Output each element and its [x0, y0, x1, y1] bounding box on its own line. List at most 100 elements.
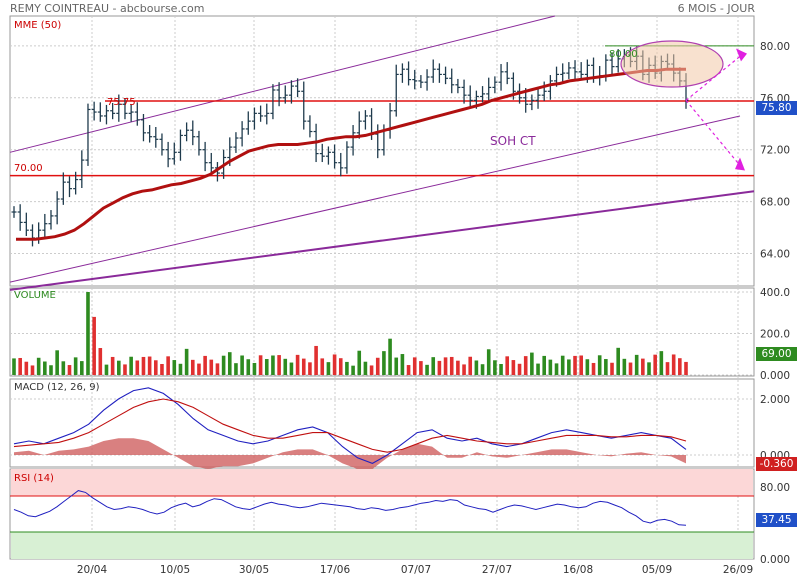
channel-lower — [9, 115, 741, 283]
volume-bar — [400, 354, 405, 375]
volume-bar — [530, 352, 534, 375]
volume-bar — [123, 364, 127, 375]
mme-label: MME (50) — [14, 20, 62, 31]
volume-bar — [548, 359, 553, 375]
volume-bar — [474, 360, 479, 375]
volume-bar — [419, 361, 423, 375]
volume-tick-label: 400.0 — [760, 287, 790, 299]
rsi-tick-label: 80.00 — [760, 482, 790, 494]
macd-histogram — [14, 438, 686, 469]
rsi-tag: 37.45 — [756, 513, 797, 527]
volume-bar — [345, 361, 349, 375]
volume-bar — [43, 361, 47, 375]
volume-bar — [443, 357, 448, 375]
volume-bar — [258, 355, 263, 375]
volume-bar — [653, 354, 657, 375]
mme50-line — [16, 67, 686, 241]
volume-bar — [351, 365, 355, 375]
volume-bar — [110, 356, 115, 375]
volume-bar — [234, 363, 238, 375]
volume-bar — [585, 359, 590, 375]
volume-bar — [332, 354, 337, 375]
volume-bar — [579, 355, 583, 375]
x-tick-label: 30/05 — [239, 564, 269, 576]
volume-bar — [641, 358, 645, 375]
volume-bar — [456, 360, 460, 375]
volume-bar — [684, 361, 688, 375]
volume-bar — [166, 356, 170, 375]
volume-bar — [295, 354, 300, 375]
volume-bar — [147, 356, 152, 375]
chart-title: REMY COINTREAU - abcbourse.com — [10, 2, 205, 15]
volume-bar — [246, 359, 251, 375]
x-tick-label: 16/08 — [563, 564, 593, 576]
volume-bar — [678, 358, 682, 375]
level-80-label: 80.00 — [609, 49, 638, 60]
volume-bar — [523, 356, 528, 375]
volume-bar — [659, 351, 664, 375]
volume-bar — [221, 355, 226, 375]
rsi-line — [13, 490, 687, 526]
volume-bar — [104, 364, 109, 375]
volume-bar — [517, 363, 522, 375]
volume-bar — [301, 358, 306, 375]
volume-bar — [425, 364, 429, 375]
volume-bar — [203, 355, 207, 375]
volume-bar — [86, 292, 90, 375]
price-tick-label: 72.00 — [760, 145, 790, 157]
volume-bar — [18, 357, 22, 375]
x-tick-label: 07/07 — [401, 564, 431, 576]
volume-bar — [326, 362, 331, 375]
arrow-up-line — [685, 51, 746, 101]
rsi-tick-label: 0.000 — [760, 554, 790, 566]
volume-bar — [536, 363, 540, 375]
volume-bar — [554, 363, 559, 375]
x-tick-label: 10/05 — [160, 564, 190, 576]
volume-bar — [363, 361, 368, 375]
price-tick-label: 64.00 — [760, 249, 790, 261]
volume-bar — [129, 356, 133, 375]
volume-bar — [338, 358, 343, 375]
x-tick-label: 05/09 — [642, 564, 672, 576]
channel-upper — [9, 15, 556, 153]
volume-bar — [622, 358, 627, 375]
volume-bar — [283, 358, 288, 375]
volume-bar — [153, 360, 158, 375]
volume-bar — [462, 364, 466, 375]
volume-bar — [560, 355, 565, 375]
volume-bar — [24, 361, 29, 375]
volume-bar — [665, 362, 670, 375]
volume-bar — [431, 357, 436, 375]
volume-bar — [172, 360, 177, 375]
volume-bar — [12, 358, 16, 375]
volume-bar — [671, 354, 676, 375]
volume-bar — [117, 360, 121, 375]
volume-bar — [406, 365, 411, 375]
volume-bar — [616, 347, 620, 375]
price-tick-label: 68.00 — [760, 197, 790, 209]
macd-tag: -0.360 — [756, 457, 797, 471]
arrow-up-head — [736, 48, 747, 62]
volume-bar — [468, 356, 473, 375]
long-trendline — [9, 190, 755, 291]
volume-bar — [394, 357, 399, 375]
panel-frame — [9, 287, 755, 377]
volume-bar — [49, 365, 53, 375]
level-75-label: 75.75 — [107, 97, 136, 108]
volume-bar — [215, 363, 220, 375]
volume-tick-label: 200.0 — [760, 329, 790, 341]
x-tick-label: 17/06 — [320, 564, 351, 576]
level-70-label: 70.00 — [14, 163, 43, 174]
volume-bar — [412, 357, 417, 375]
volume-tag: 69.00 — [756, 347, 797, 361]
volume-bar — [628, 362, 633, 375]
volume-bar — [30, 365, 35, 375]
arrow-down-line — [685, 99, 743, 169]
volume-label: VOLUME — [14, 290, 56, 301]
volume-bar — [573, 355, 577, 375]
volume-tick-label: 0.000 — [760, 370, 790, 382]
highlight-ellipse — [620, 40, 724, 88]
soh-label: SOH CT — [490, 134, 536, 148]
volume-bar — [308, 362, 312, 375]
